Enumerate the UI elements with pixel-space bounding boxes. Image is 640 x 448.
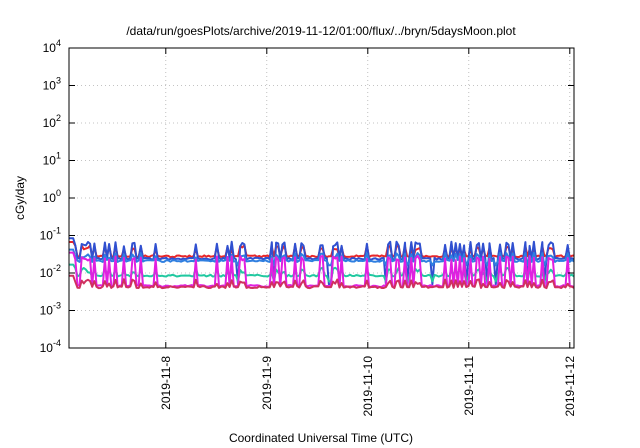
y-tick-label: 102	[43, 113, 61, 130]
x-tick-label: 2019-11-10	[361, 356, 375, 417]
y-tick-label: 10-1	[40, 226, 61, 243]
y-tick-exponent: -1	[53, 226, 61, 236]
y-tick-base: 10	[43, 154, 57, 168]
y-tick-exponent: 2	[56, 113, 61, 123]
x-axis: 2019-11-8 2019-11-9 2019-11-10 2019-11-11 20…	[159, 48, 577, 417]
y-tick-base: 10	[43, 41, 57, 55]
y-tick-label: 10-2	[40, 263, 61, 280]
x-tick-label: 2019-11-12	[563, 356, 577, 417]
y-tick-base: 10	[43, 191, 57, 205]
y-tick-label: 103	[43, 76, 61, 93]
y-tick-base: 10	[40, 304, 54, 318]
y-tick-exponent: 3	[56, 76, 61, 86]
x-tick-label: 2019-11-9	[260, 356, 274, 410]
y-tick-base: 10	[40, 266, 54, 280]
y-tick-exponent: 0	[56, 188, 61, 198]
y-tick-exponent: -3	[53, 301, 61, 311]
x-tick-label: 2019-11-11	[462, 356, 476, 416]
y-tick-exponent: -4	[53, 338, 61, 348]
series-group	[69, 237, 575, 290]
y-tick-label: 104	[43, 38, 61, 55]
y-tick-label: 100	[43, 188, 61, 205]
y-tick-base: 10	[40, 229, 54, 243]
y-tick-base: 10	[40, 341, 54, 355]
y-tick-base: 10	[43, 116, 57, 130]
x-tick-label: 2019-11-8	[159, 356, 173, 410]
y-tick-exponent: -2	[53, 263, 61, 273]
x-axis-label: Coordinated Universal Time (UTC)	[229, 431, 413, 445]
grid	[69, 48, 574, 348]
chart-title: /data/run/goesPlots/archive/2019-11-12/0…	[126, 24, 516, 38]
y-tick-label: 101	[43, 151, 61, 168]
y-tick-exponent: 4	[56, 38, 61, 48]
series-line-6	[69, 274, 575, 290]
y-tick-base: 10	[43, 79, 57, 93]
y-tick-label: 10-3	[40, 301, 61, 318]
y-axis-label: cGy/day	[13, 176, 27, 220]
y-tick-exponent: 1	[56, 151, 61, 161]
y-tick-label: 10-4	[40, 338, 61, 355]
series-line-3	[69, 248, 575, 267]
